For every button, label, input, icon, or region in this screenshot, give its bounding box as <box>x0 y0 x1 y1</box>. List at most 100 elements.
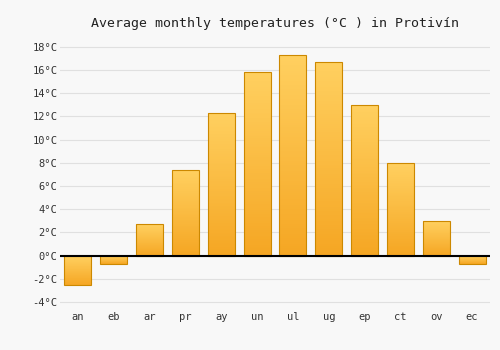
Bar <box>387 216 414 217</box>
Bar <box>280 135 306 137</box>
Bar <box>172 225 199 226</box>
Bar <box>351 161 378 162</box>
Bar <box>244 186 270 188</box>
Bar <box>172 250 199 251</box>
Bar <box>316 153 342 155</box>
Bar <box>244 151 270 153</box>
Bar <box>208 152 234 153</box>
Bar <box>351 174 378 176</box>
Bar <box>351 112 378 114</box>
Bar <box>244 193 270 195</box>
Bar <box>172 220 199 221</box>
Bar <box>172 187 199 188</box>
Bar <box>244 178 270 181</box>
Bar <box>172 249 199 250</box>
Bar <box>244 76 270 78</box>
Bar <box>172 215 199 216</box>
Bar <box>244 72 270 74</box>
Bar <box>387 187 414 188</box>
Bar <box>280 63 306 65</box>
Bar <box>172 198 199 199</box>
Bar <box>280 219 306 222</box>
Bar <box>316 114 342 116</box>
Bar <box>316 132 342 133</box>
Bar <box>208 159 234 160</box>
Bar <box>387 241 414 242</box>
Bar <box>64 256 92 285</box>
Bar <box>316 116 342 118</box>
Bar <box>280 55 306 256</box>
Bar <box>351 135 378 136</box>
Bar <box>280 131 306 133</box>
Bar <box>387 231 414 232</box>
Bar <box>351 234 378 236</box>
Bar <box>387 201 414 202</box>
Bar <box>351 106 378 108</box>
Bar <box>316 133 342 135</box>
Bar <box>244 131 270 133</box>
Bar <box>244 79 270 81</box>
Bar <box>280 191 306 194</box>
Bar <box>316 81 342 83</box>
Bar <box>172 247 199 248</box>
Bar <box>208 184 234 186</box>
Bar <box>244 181 270 182</box>
Bar <box>208 229 234 230</box>
Bar <box>172 192 199 193</box>
Bar <box>351 192 378 194</box>
Bar <box>244 221 270 223</box>
Bar <box>387 181 414 182</box>
Bar <box>351 180 378 182</box>
Bar <box>351 144 378 146</box>
Bar <box>244 122 270 124</box>
Bar <box>208 113 234 114</box>
Bar <box>351 203 378 204</box>
Bar <box>387 197 414 198</box>
Bar <box>316 110 342 112</box>
Bar <box>280 77 306 79</box>
Bar <box>244 164 270 166</box>
Bar <box>172 231 199 232</box>
Bar <box>208 172 234 173</box>
Bar <box>208 204 234 206</box>
Bar <box>172 218 199 219</box>
Bar <box>316 170 342 172</box>
Bar <box>244 83 270 85</box>
Bar <box>244 197 270 199</box>
Bar <box>351 229 378 230</box>
Bar <box>208 181 234 183</box>
Bar <box>244 162 270 164</box>
Bar <box>316 164 342 167</box>
Bar <box>208 226 234 227</box>
Bar <box>316 71 342 74</box>
Bar <box>387 232 414 233</box>
Bar <box>208 214 234 216</box>
Bar <box>351 120 378 121</box>
Bar <box>244 156 270 159</box>
Bar <box>316 62 342 64</box>
Bar <box>172 211 199 212</box>
Bar <box>172 246 199 247</box>
Bar <box>208 250 234 251</box>
Bar <box>316 192 342 194</box>
Bar <box>172 221 199 222</box>
Bar <box>244 102 270 103</box>
Bar <box>351 214 378 215</box>
Bar <box>280 121 306 123</box>
Bar <box>172 195 199 196</box>
Bar <box>172 222 199 223</box>
Bar <box>244 226 270 228</box>
Bar <box>172 193 199 194</box>
Bar <box>316 126 342 128</box>
Bar <box>280 99 306 101</box>
Bar <box>208 114 234 116</box>
Bar <box>387 237 414 238</box>
Bar <box>316 250 342 252</box>
Bar <box>387 243 414 244</box>
Bar <box>387 203 414 204</box>
Bar <box>172 212 199 213</box>
Bar <box>244 203 270 204</box>
Bar <box>280 233 306 236</box>
Bar <box>316 95 342 97</box>
Bar <box>316 122 342 124</box>
